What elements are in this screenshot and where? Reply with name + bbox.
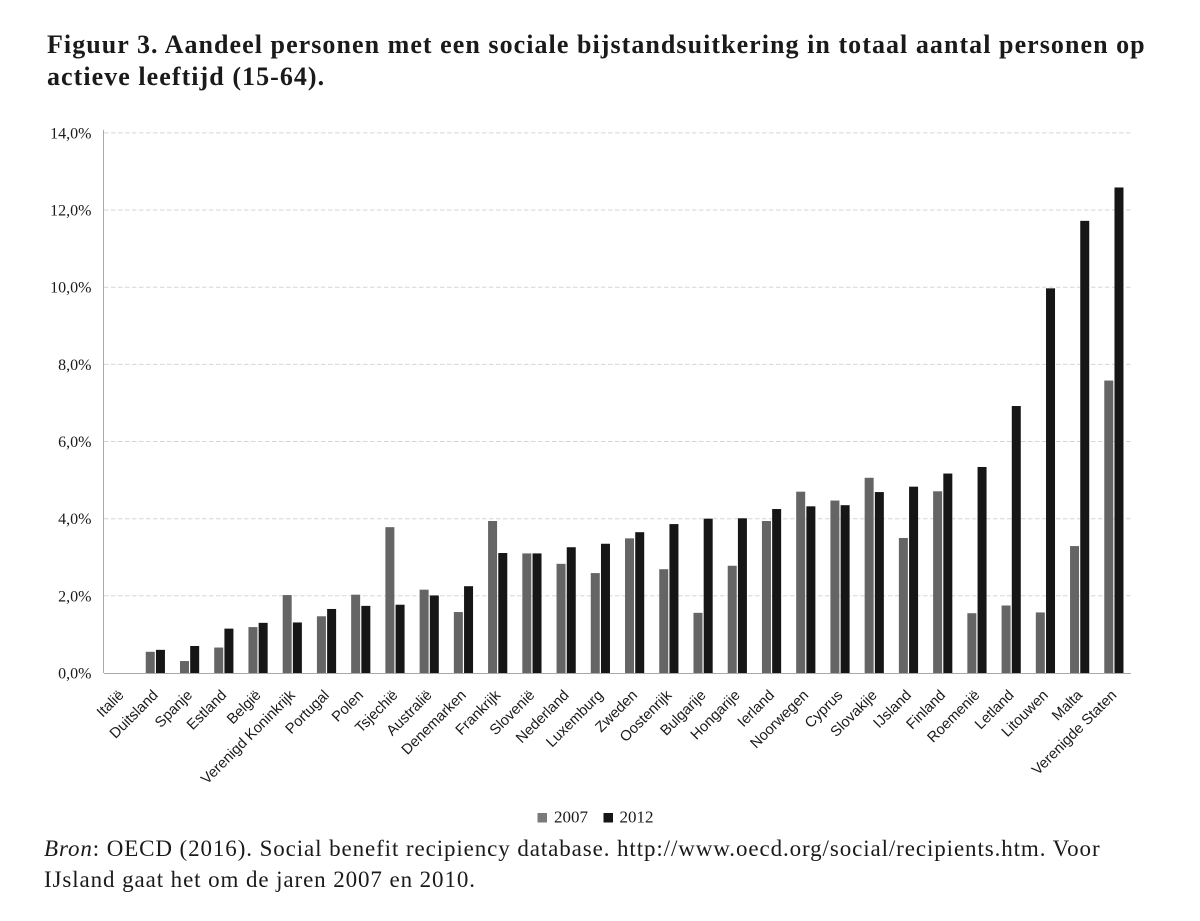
- svg-text:4,0%: 4,0%: [58, 511, 91, 528]
- svg-text:14,0%: 14,0%: [50, 125, 91, 142]
- svg-text:12,0%: 12,0%: [50, 203, 91, 220]
- svg-text:2,0%: 2,0%: [58, 588, 91, 605]
- svg-text:2012: 2012: [620, 808, 654, 827]
- svg-text:6,0%: 6,0%: [58, 434, 91, 451]
- svg-text:10,0%: 10,0%: [50, 280, 91, 297]
- svg-text:0,0%: 0,0%: [58, 666, 91, 683]
- svg-text:8,0%: 8,0%: [58, 357, 91, 374]
- svg-text:2007: 2007: [554, 808, 589, 827]
